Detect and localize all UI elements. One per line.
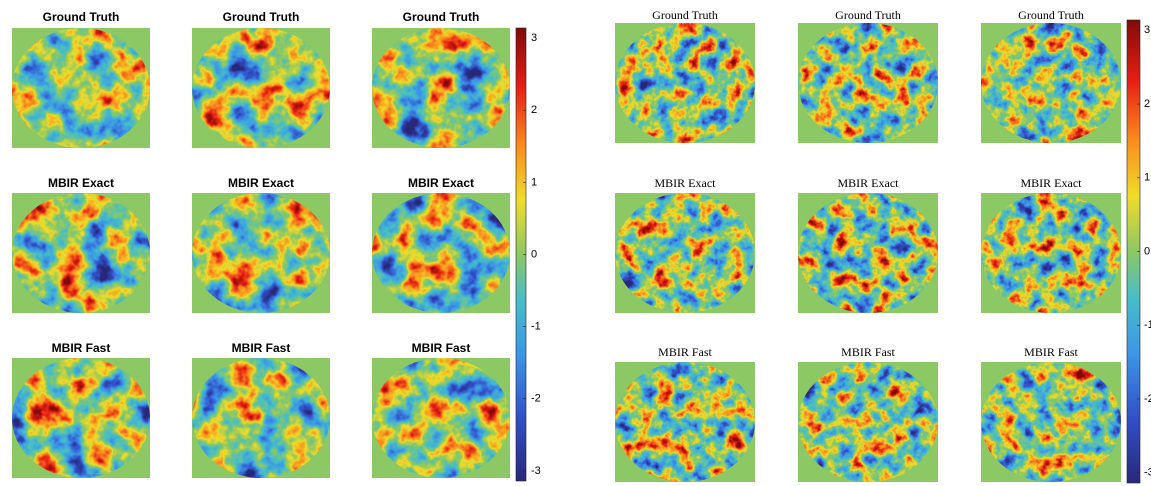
colorbar-tick-label: 2 xyxy=(531,104,537,116)
phase-image xyxy=(372,358,510,478)
phase-map xyxy=(615,193,755,313)
phase-image xyxy=(192,28,330,148)
phase-image xyxy=(192,193,330,313)
phase-texture xyxy=(615,193,755,313)
colorbar-tick-label: 0 xyxy=(1144,245,1150,257)
panel-title: MBIR Fast xyxy=(52,341,111,355)
phase-map xyxy=(192,358,330,478)
phase-texture xyxy=(981,23,1121,143)
colorbar-tick-label: 1 xyxy=(1144,172,1150,184)
colorbar-tick-label: 0 xyxy=(531,248,537,260)
phase-image xyxy=(981,23,1121,143)
phase-texture xyxy=(12,358,150,478)
phase-texture xyxy=(372,28,510,148)
panel-title: MBIR Fast xyxy=(1024,345,1078,359)
phase-texture xyxy=(192,358,330,478)
phase-texture xyxy=(615,362,755,482)
phase-map xyxy=(981,193,1121,313)
phase-image xyxy=(798,193,938,313)
phase-image xyxy=(615,23,755,143)
panel-title: MBIR Fast xyxy=(232,341,291,355)
phase-map xyxy=(798,193,938,313)
phase-texture xyxy=(981,362,1121,482)
panel-title: MBIR Fast xyxy=(412,341,471,355)
phase-image xyxy=(615,362,755,482)
phase-map xyxy=(12,193,150,313)
phase-texture xyxy=(615,23,755,143)
colorbar-tick-label: -3 xyxy=(531,465,541,477)
colorbar-tick-label: -2 xyxy=(1144,393,1151,405)
panel-title: MBIR Exact xyxy=(1021,176,1083,190)
phase-texture xyxy=(12,193,150,313)
phase-texture xyxy=(798,23,938,143)
phase-map xyxy=(12,28,150,148)
phase-image xyxy=(981,362,1121,482)
phase-image xyxy=(12,28,150,148)
phase-image xyxy=(798,362,938,482)
phase-map xyxy=(981,23,1121,143)
colorbar-tick-label: 3 xyxy=(1144,24,1150,36)
panel-title: MBIR Exact xyxy=(228,176,294,190)
colorbar-tick-label: 3 xyxy=(531,32,537,44)
panel-title: Ground Truth xyxy=(43,10,120,24)
panel-title: MBIR Exact xyxy=(48,176,114,190)
panel-title: MBIR Exact xyxy=(838,176,900,190)
colorbar-tick-label: 2 xyxy=(1144,98,1150,110)
phase-texture xyxy=(981,193,1121,313)
phase-image xyxy=(192,358,330,478)
phase-map xyxy=(12,358,150,478)
colorbar-tick-label: -1 xyxy=(531,321,541,333)
phase-texture xyxy=(372,193,510,313)
phase-map xyxy=(192,28,330,148)
phase-image xyxy=(615,193,755,313)
panel-title: Ground Truth xyxy=(835,8,901,22)
phase-map xyxy=(372,28,510,148)
colorbar-tick-label: -1 xyxy=(1144,319,1151,331)
right-figure: Ground Truth Ground Truth Ground Truth MBIR… xyxy=(615,8,1151,483)
phase-map xyxy=(981,362,1121,482)
phase-map xyxy=(798,23,938,143)
phase-texture xyxy=(192,193,330,313)
panel-title: MBIR Fast xyxy=(658,345,712,359)
phase-image xyxy=(372,28,510,148)
figure: Ground Truth Ground Truth Ground Truth MBIR… xyxy=(0,0,1151,486)
panel-title: MBIR Fast xyxy=(841,345,895,359)
colorbar-tick-label: 1 xyxy=(531,176,537,188)
phase-texture xyxy=(12,28,150,148)
phase-image xyxy=(12,193,150,313)
panel-title: MBIR Exact xyxy=(655,176,717,190)
panel-title: MBIR Exact xyxy=(408,176,474,190)
phase-map xyxy=(372,193,510,313)
panel-title: Ground Truth xyxy=(652,8,718,22)
phase-image xyxy=(372,193,510,313)
phase-image xyxy=(12,358,150,478)
phase-texture xyxy=(192,28,330,148)
phase-image xyxy=(798,23,938,143)
phase-map xyxy=(615,23,755,143)
colorbar-tick-label: -2 xyxy=(531,393,541,405)
phase-texture xyxy=(798,362,938,482)
phase-texture xyxy=(798,193,938,313)
left-figure: Ground Truth Ground Truth Ground Truth MBIR… xyxy=(12,10,541,481)
panel-title: Ground Truth xyxy=(1018,8,1084,22)
phase-map xyxy=(192,193,330,313)
panel-title: Ground Truth xyxy=(403,10,480,24)
colorbar-tick-label: -3 xyxy=(1144,467,1151,479)
phase-texture xyxy=(372,358,510,478)
phase-image xyxy=(981,193,1121,313)
phase-map xyxy=(798,362,938,482)
panel-title: Ground Truth xyxy=(223,10,300,24)
phase-map xyxy=(372,358,510,478)
phase-map xyxy=(615,362,755,482)
